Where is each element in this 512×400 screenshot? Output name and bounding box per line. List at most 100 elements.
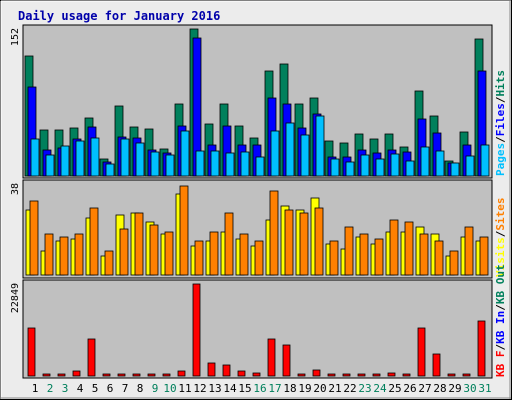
day-tick-label: 10 [163,382,176,395]
pages-bar [195,150,205,177]
legend-separator: / [494,230,507,237]
pages-bar [60,145,70,177]
pages-bar [180,130,190,177]
legend-kb-f: KB F [494,351,507,378]
legend-hits: Hits [494,70,507,97]
sites-bar [434,240,444,276]
sites-bar [344,226,354,276]
pages-bar [135,142,145,177]
day-tick-label: 7 [122,382,129,395]
sites-bar [209,231,219,276]
kb-f-bar [372,373,381,377]
pages-bar [435,150,445,177]
kb-f-bar [72,370,81,377]
sites-bar [389,219,399,276]
day-tick-label: 2 [47,382,54,395]
pages-bar [165,154,175,177]
sites-bar [59,236,69,276]
day-tick-label: 3 [62,382,69,395]
panel-1-ymax-label: 152 [10,28,21,46]
kb-f-bar [267,338,276,377]
kb-f-bar [327,373,336,377]
sites-bar [374,238,384,276]
legend-kb-in: KB In [494,311,507,344]
day-tick-label: 24 [373,382,387,395]
day-tick-label: 15 [238,382,251,395]
pages-bar [315,115,325,177]
panel-1-legend: Pages/Files/Hits [494,70,507,176]
kb-f-bar [192,283,201,377]
kb-f-bar [102,373,111,377]
kb-f-bar [57,373,66,377]
pages-bar [255,156,265,177]
day-tick-label: 9 [152,382,159,395]
sites-bar [74,233,84,276]
kb-f-bar [477,320,486,377]
pages-bar [45,154,55,177]
day-tick-label: 17 [268,382,281,395]
panel-2-ymax-label: 38 [10,183,21,195]
kb-f-bar [237,370,246,377]
sites-bar [464,226,474,276]
chart-title: Daily usage for January 2016 [18,9,220,23]
kb-f-bar [342,373,351,377]
sites-bar [449,250,459,276]
day-tick-label: 23 [358,382,371,395]
sites-bar [224,212,234,276]
day-tick-label: 30 [463,382,476,395]
kb-f-bar [297,373,306,377]
kb-f-bar [387,372,396,377]
pages-bar [465,155,475,177]
pages-bar [360,154,370,177]
day-tick-label: 31 [478,382,491,395]
legend-files: Files [494,103,507,136]
legend-pages: Pages [494,143,507,176]
legend-separator: / [494,96,507,103]
day-tick-label: 4 [77,382,84,395]
kb-f-bar [147,373,156,377]
day-tick-label: 8 [137,382,144,395]
day-tick-label: 16 [253,382,266,395]
day-tick-label: 26 [403,382,416,395]
kb-f-bar [402,373,411,377]
pages-bar [330,158,340,177]
day-tick-label: 22 [343,382,356,395]
pages-bar [450,162,460,177]
kb-f-bar [432,353,441,377]
kb-f-bar [357,373,366,377]
sites-bar [269,190,279,276]
kb-f-bar [312,369,321,377]
kb-f-bar [252,372,261,377]
day-tick-label: 1 [32,382,39,395]
sites-bar [194,240,204,276]
legend-separator: / [494,136,507,143]
day-tick-label: 27 [418,382,431,395]
kb-f-bar [282,344,291,377]
pages-bar [210,150,220,177]
day-tick-label: 6 [107,382,114,395]
sites-bar [479,236,489,276]
sites-bar [239,233,249,276]
pages-bar [390,153,400,177]
legend-separator: / [494,344,507,351]
kb-f-bar [87,338,96,377]
kb-f-bar [162,373,171,377]
kb-f-bar [222,364,231,377]
legend-visits: Visits [494,237,507,277]
sites-bar [284,209,294,276]
pages-bar [240,151,250,177]
day-tick-label: 19 [298,382,311,395]
day-tick-label: 14 [223,382,237,395]
kb-f-bar [462,373,471,377]
sites-bar [299,212,309,276]
pages-bar [105,163,115,177]
sites-bar [164,231,174,276]
sites-bar [134,212,144,276]
day-tick-label: 18 [283,382,296,395]
kb-f-bar [207,362,216,377]
sites-bar [179,185,189,276]
day-tick-labels: 1 2 3 4 5 6 7 8 9 10 11 12 13 14 15 16 17 18 19 20 21 22 23 24 2… [32,382,492,395]
panel-3-background [22,279,493,379]
pages-bar [120,138,130,177]
